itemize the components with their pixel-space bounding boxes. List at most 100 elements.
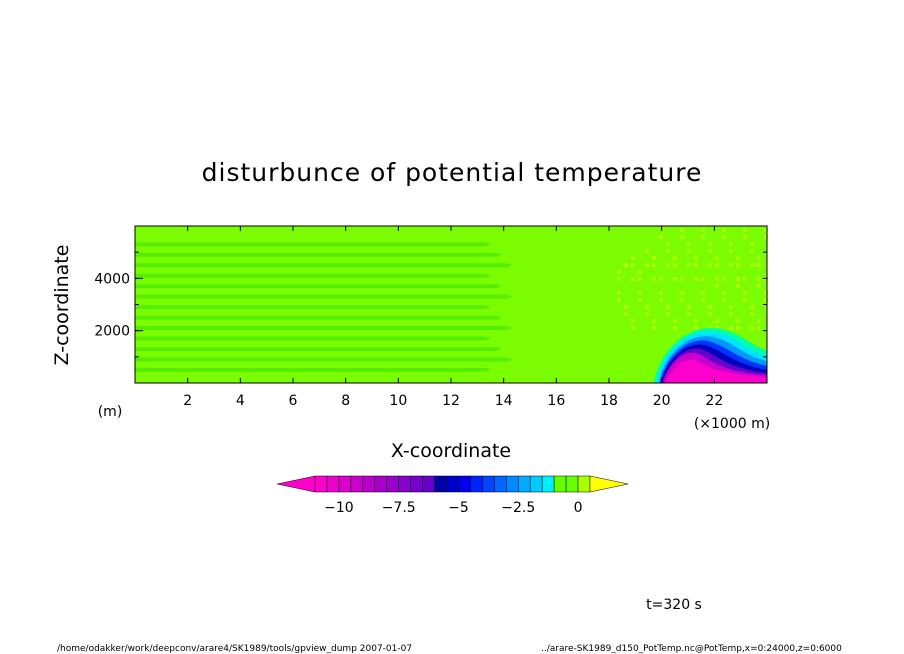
wave-cell bbox=[644, 263, 649, 267]
wave-cell bbox=[714, 256, 719, 260]
colorbar-tick-label: −2.5 bbox=[501, 500, 535, 516]
colorbar-cell bbox=[338, 475, 352, 493]
y-axis-label: Z-coordinate bbox=[51, 245, 73, 366]
wave-cell bbox=[651, 319, 656, 323]
colorbar-low-extend bbox=[276, 475, 316, 493]
x-tick-label: 8 bbox=[341, 393, 350, 409]
colorbar-cell bbox=[446, 475, 459, 493]
wave-cell bbox=[630, 277, 635, 281]
wave-cell bbox=[756, 277, 761, 281]
wave-cell bbox=[749, 249, 754, 253]
wave-cell bbox=[756, 263, 761, 267]
wave-cell bbox=[728, 263, 733, 267]
temperature-band bbox=[135, 326, 512, 331]
wave-cell bbox=[707, 242, 712, 246]
wave-cell bbox=[637, 291, 642, 295]
colorbar-tick-label: −5 bbox=[448, 500, 469, 516]
wave-cell bbox=[665, 305, 670, 309]
wave-cell bbox=[742, 228, 747, 232]
x-axis-label: X-coordinate bbox=[391, 440, 511, 462]
wave-cell bbox=[763, 291, 768, 295]
wave-cell bbox=[700, 228, 705, 232]
wave-cell bbox=[735, 277, 740, 281]
wave-cell bbox=[623, 263, 628, 267]
colorbar-cell bbox=[410, 475, 423, 493]
wave-cell bbox=[749, 326, 754, 330]
wave-cell bbox=[742, 277, 747, 281]
wave-cell bbox=[644, 249, 649, 253]
wave-cell bbox=[756, 284, 761, 288]
wave-cell bbox=[700, 277, 705, 281]
wave-cell bbox=[721, 228, 726, 232]
colorbar-cell bbox=[553, 475, 567, 493]
wave-cell bbox=[742, 298, 747, 302]
wave-cell bbox=[679, 235, 684, 239]
wave-cell bbox=[707, 249, 712, 253]
wave-cell bbox=[616, 277, 621, 281]
x-tick-label: 4 bbox=[236, 393, 245, 409]
wave-cell bbox=[735, 263, 740, 267]
wave-cell bbox=[658, 277, 663, 281]
wave-cell bbox=[658, 235, 663, 239]
wave-cell bbox=[686, 312, 691, 316]
wave-cell bbox=[665, 242, 670, 246]
footer-left: /home/odakker/work/deepconv/arare4/SK198… bbox=[57, 644, 412, 654]
wave-cell bbox=[637, 277, 642, 281]
y-tick-label: 2000 bbox=[94, 324, 130, 340]
stratification-bands bbox=[135, 242, 512, 372]
colorbar: −10 −7.5 −5 −2.5 0 bbox=[276, 475, 629, 516]
wave-cell bbox=[749, 312, 754, 316]
wave-pattern bbox=[616, 228, 768, 330]
temperature-band bbox=[135, 367, 491, 372]
wave-cell bbox=[728, 326, 733, 330]
wave-cell bbox=[693, 256, 698, 260]
wave-cell bbox=[714, 284, 719, 288]
colorbar-tick-label: 0 bbox=[574, 500, 583, 516]
wave-cell bbox=[693, 263, 698, 267]
x-tick-label: 12 bbox=[442, 393, 460, 409]
wave-cell bbox=[665, 312, 670, 316]
wave-cell bbox=[700, 291, 705, 295]
colorbar-cell bbox=[314, 475, 328, 493]
wave-cell bbox=[672, 326, 677, 330]
x-tick-label: 6 bbox=[289, 393, 298, 409]
wave-cell bbox=[623, 312, 628, 316]
wave-cell bbox=[721, 277, 726, 281]
wave-cell bbox=[672, 263, 677, 267]
wave-cell bbox=[721, 235, 726, 239]
wave-cell bbox=[644, 305, 649, 309]
wave-cell bbox=[756, 256, 761, 260]
wave-cell bbox=[644, 312, 649, 316]
wave-cell bbox=[749, 263, 754, 267]
colorbar-cell bbox=[541, 475, 555, 493]
colorbar-cell bbox=[506, 475, 519, 493]
colorbar-cell bbox=[326, 475, 340, 493]
wave-cell bbox=[651, 256, 656, 260]
wave-cell bbox=[630, 326, 635, 330]
wave-cell bbox=[630, 319, 635, 323]
time-label: t=320 s bbox=[646, 597, 702, 613]
temperature-band bbox=[135, 346, 501, 351]
wave-cell bbox=[630, 256, 635, 260]
wave-cell bbox=[616, 291, 621, 295]
wave-cell bbox=[756, 326, 761, 330]
x-tick-label: 2 bbox=[183, 393, 192, 409]
wave-cell bbox=[735, 256, 740, 260]
wave-cell bbox=[700, 235, 705, 239]
wave-cell bbox=[735, 284, 740, 288]
footer-right: ../arare-SK1989_d150_PotTemp.nc@PotTemp,… bbox=[541, 644, 842, 654]
colorbar-cell bbox=[482, 475, 495, 493]
temperature-band bbox=[135, 357, 512, 362]
colorbar-cell bbox=[422, 475, 435, 493]
wave-cell bbox=[749, 305, 754, 309]
y-tick-label: 4000 bbox=[94, 271, 130, 287]
wave-cell bbox=[679, 298, 684, 302]
wave-cell bbox=[686, 242, 691, 246]
wave-cell bbox=[763, 298, 768, 302]
wave-cell bbox=[672, 319, 677, 323]
wave-cell bbox=[637, 298, 642, 302]
wave-cell bbox=[742, 235, 747, 239]
wave-cell bbox=[714, 263, 719, 267]
field-background bbox=[135, 226, 767, 383]
